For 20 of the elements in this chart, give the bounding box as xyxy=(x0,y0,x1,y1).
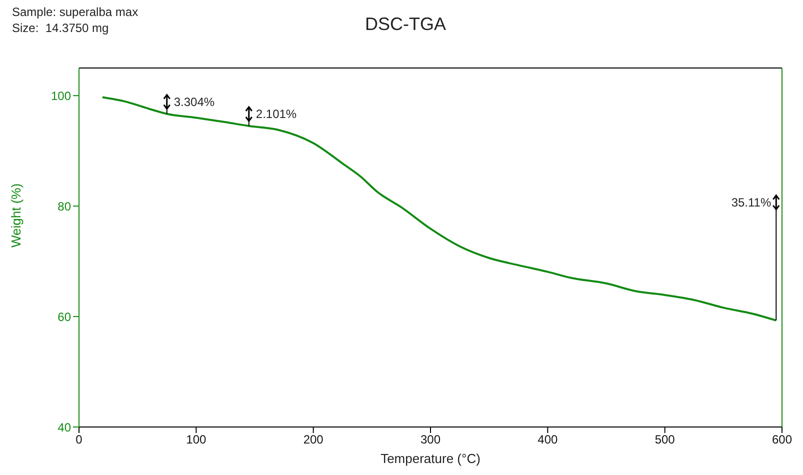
y-tick-label: 100 xyxy=(50,88,72,103)
x-tick-label: 600 xyxy=(772,432,792,447)
x-tick-label: 100 xyxy=(186,432,206,447)
y-axis-title: Weight (%) xyxy=(8,183,24,248)
x-tick-label: 300 xyxy=(420,432,441,447)
chart-title: DSC-TGA xyxy=(365,14,446,34)
annotation: 3.304% xyxy=(174,94,215,109)
annotation: 35.11% xyxy=(731,195,772,210)
x-tick-label: 0 xyxy=(76,432,83,447)
x-tick-label: 500 xyxy=(654,432,676,447)
text: Sample: superalba max xyxy=(12,4,138,20)
line-series xyxy=(101,96,778,322)
x-tick-label: 400 xyxy=(538,432,558,447)
y-tick-label: 80 xyxy=(58,199,72,214)
text: Size: 14.3750 mg xyxy=(12,20,110,36)
y-tick-label: 60 xyxy=(58,310,72,324)
x-tick-label: 200 xyxy=(303,432,324,447)
annotation: 2.101% xyxy=(256,106,297,121)
y-tick-label: 40 xyxy=(58,420,72,434)
x-axis-title: Temperature (°C) xyxy=(380,451,480,466)
